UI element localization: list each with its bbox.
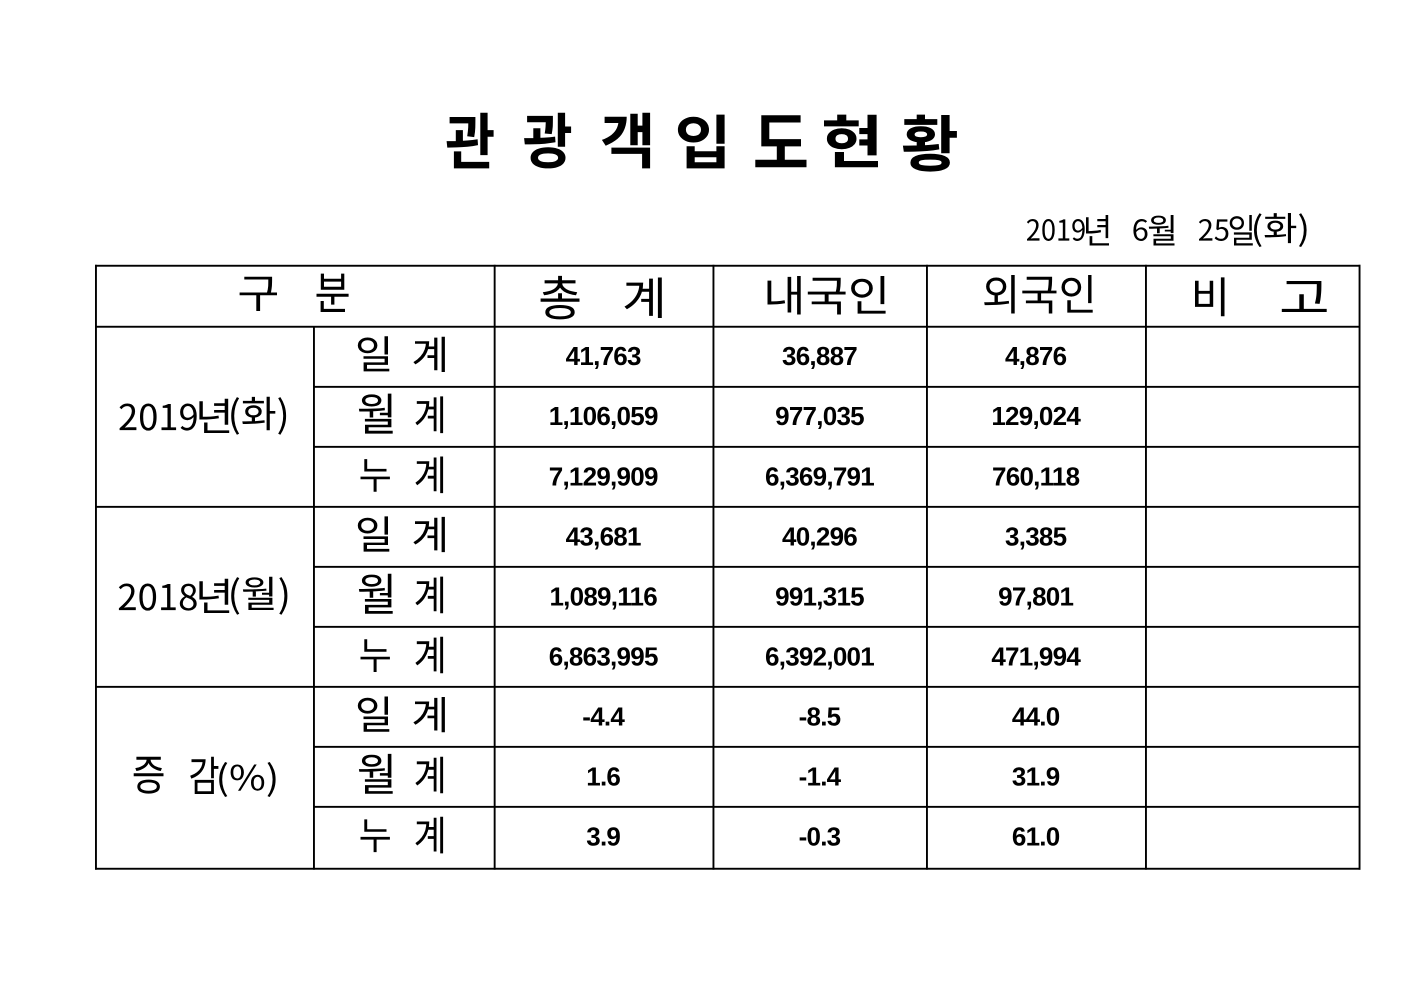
svg-text:6,369,791: 6,369,791 <box>765 461 874 491</box>
svg-text:1.6: 1.6 <box>586 762 620 792</box>
svg-text:1,089,116: 1,089,116 <box>549 581 657 611</box>
svg-text:-1.4: -1.4 <box>799 762 842 792</box>
svg-text:41,763: 41,763 <box>566 341 641 371</box>
svg-text:760,118: 760,118 <box>992 461 1080 491</box>
svg-text:7,129,909: 7,129,909 <box>549 461 658 491</box>
svg-text:43,681: 43,681 <box>566 521 641 551</box>
svg-text:1,106,059: 1,106,059 <box>549 401 658 431</box>
svg-text:-4.4: -4.4 <box>582 702 625 732</box>
svg-text:991,315: 991,315 <box>775 581 864 611</box>
svg-text:36,887: 36,887 <box>782 341 857 371</box>
svg-text:97,801: 97,801 <box>998 581 1073 611</box>
svg-text:3,385: 3,385 <box>1005 521 1067 551</box>
svg-text:129,024: 129,024 <box>991 401 1081 431</box>
svg-text:-8.5: -8.5 <box>799 702 841 732</box>
svg-text:-0.3: -0.3 <box>799 822 841 852</box>
svg-text:977,035: 977,035 <box>775 401 864 431</box>
svg-text:6,863,995: 6,863,995 <box>549 642 658 672</box>
svg-text:44.0: 44.0 <box>1012 702 1060 732</box>
svg-text:3.9: 3.9 <box>586 822 620 852</box>
svg-text:471,994: 471,994 <box>991 642 1081 672</box>
svg-text:4,876: 4,876 <box>1005 341 1067 371</box>
svg-text:31.9: 31.9 <box>1012 762 1060 792</box>
svg-text:6,392,001: 6,392,001 <box>765 642 874 672</box>
svg-text:40,296: 40,296 <box>782 521 857 551</box>
svg-text:61.0: 61.0 <box>1012 822 1060 852</box>
